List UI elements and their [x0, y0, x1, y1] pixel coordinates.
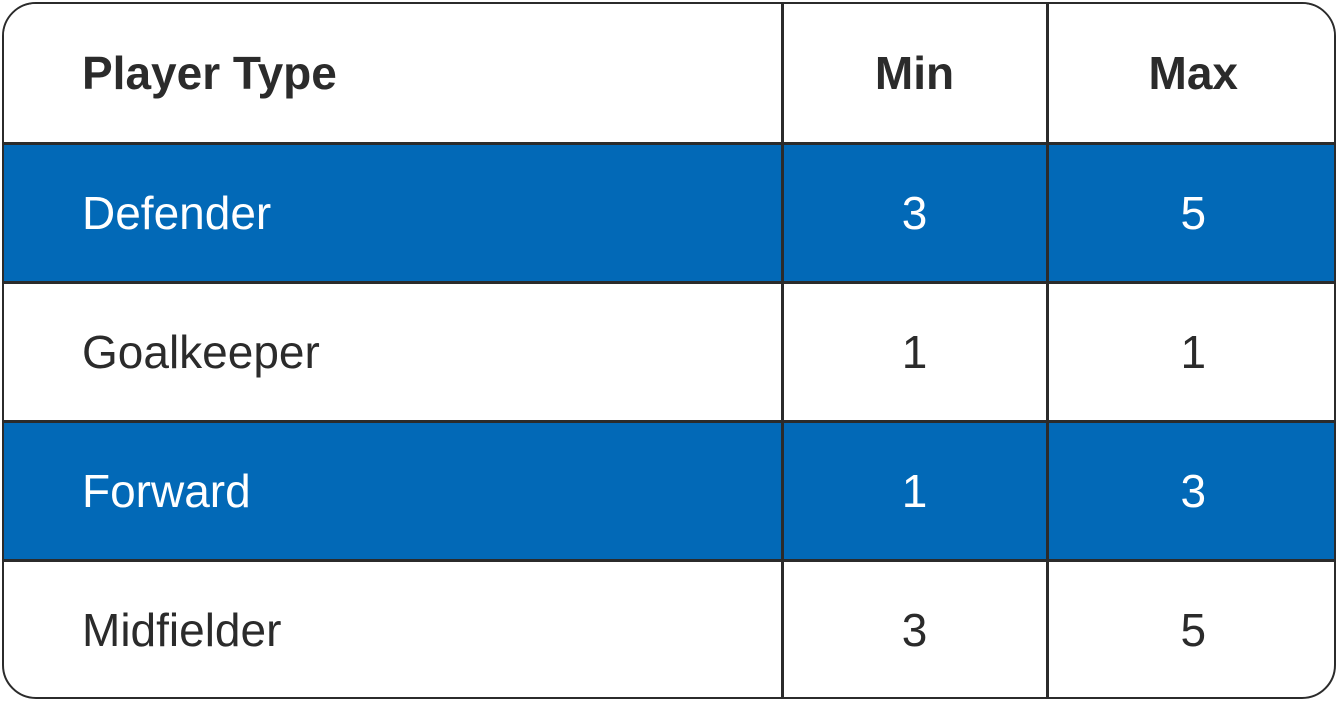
cell-player-type: Defender	[4, 141, 784, 284]
cell-min: 3	[780, 141, 1049, 284]
cell-player-type: Midfielder	[4, 558, 784, 697]
table: Player Type Min Max Defender 3 5 Goalkee…	[4, 4, 1334, 697]
table-row: Forward 1 3	[4, 419, 1334, 562]
cell-max: 5	[1045, 141, 1334, 284]
cell-max: 1	[1045, 280, 1334, 423]
cell-min: 1	[780, 280, 1049, 423]
cell-max: 5	[1045, 558, 1334, 697]
table-row: Midfielder 3 5	[4, 558, 1334, 697]
cell-max: 3	[1045, 419, 1334, 562]
header-min: Min	[780, 4, 1049, 145]
cell-player-type: Forward	[4, 419, 784, 562]
cell-min: 1	[780, 419, 1049, 562]
header-max: Max	[1045, 4, 1334, 145]
table-row: Defender 3 5	[4, 141, 1334, 284]
table-header-row: Player Type Min Max	[4, 4, 1334, 145]
header-player-type: Player Type	[4, 4, 784, 145]
cell-min: 3	[780, 558, 1049, 697]
cell-player-type: Goalkeeper	[4, 280, 784, 423]
table-row: Goalkeeper 1 1	[4, 280, 1334, 423]
